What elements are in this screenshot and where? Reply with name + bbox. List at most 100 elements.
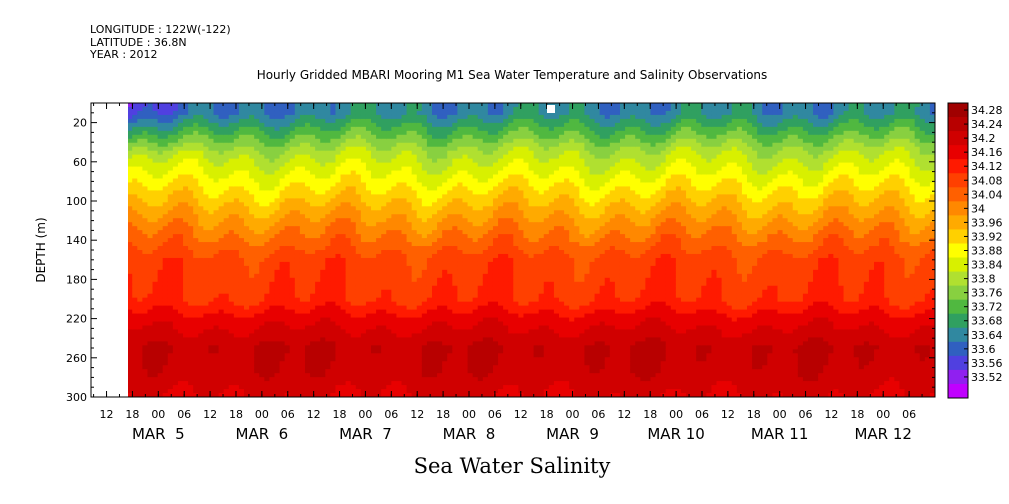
heatmap-cell [330,147,336,152]
heatmap-cell [402,194,408,199]
heatmap-cell [310,302,316,307]
heatmap-cell [234,214,240,219]
heatmap-cell [173,270,179,275]
heatmap-cell [203,163,209,168]
heatmap-cell [244,381,250,386]
heatmap-cell [396,337,402,342]
heatmap-cell [219,135,225,140]
heatmap-cell [173,238,179,243]
heatmap-cell [244,111,250,116]
heatmap-cell [132,258,138,263]
heatmap-cell [330,163,336,168]
heatmap-cell [254,357,260,362]
heatmap-cell [153,250,159,255]
heatmap-cell [305,238,311,243]
heatmap-cell [163,175,169,180]
heatmap-cell [158,182,164,187]
heatmap-cell [239,294,245,299]
heatmap-cell [376,214,382,219]
heatmap-cell [285,325,291,330]
heatmap-cell [163,214,169,219]
heatmap-cell [295,290,301,295]
heatmap-cell [335,238,341,243]
heatmap-cell [427,163,433,168]
heatmap-cell [371,171,377,176]
heatmap-cell [320,294,326,299]
heatmap-cell [280,115,286,120]
heatmap-cell [320,178,326,183]
heatmap-cell [285,206,291,211]
heatmap-cell [457,337,463,342]
heatmap-cell [203,202,209,207]
heatmap-cell [381,206,387,211]
heatmap-cell [173,357,179,362]
heatmap-cell [188,218,194,223]
heatmap-cell [163,127,169,132]
heatmap-cell [254,107,260,112]
heatmap-cell [173,226,179,231]
heatmap-cell [437,127,443,132]
heatmap-cell [320,147,326,152]
heatmap-cell [457,242,463,247]
heatmap-cell [132,262,138,267]
heatmap-cell [315,103,321,108]
heatmap-cell [346,147,352,152]
heatmap-cell [127,115,133,120]
heatmap-cell [153,131,159,136]
heatmap-cell [300,365,306,370]
heatmap-cell [346,302,352,307]
heatmap-cell [407,198,413,203]
heatmap-cell [224,314,230,319]
heatmap-cell [249,222,255,227]
heatmap-cell [163,389,169,394]
heatmap-cell [412,234,418,239]
heatmap-cell [437,234,443,239]
heatmap-cell [234,365,240,370]
heatmap-cell [351,361,357,366]
heatmap-cell [386,250,392,255]
heatmap-cell [396,119,402,124]
heatmap-cell [396,131,402,136]
heatmap-cell [274,222,280,227]
heatmap-cell [300,377,306,382]
heatmap-cell [142,254,148,259]
heatmap-cell [407,210,413,215]
heatmap-cell [234,190,240,195]
heatmap-cell [183,286,189,291]
heatmap-cell [127,369,133,374]
heatmap-cell [361,234,367,239]
heatmap-cell [274,266,280,271]
heatmap-cell [173,302,179,307]
heatmap-cell [280,318,286,323]
heatmap-cell [351,385,357,390]
heatmap-cell [447,198,453,203]
heatmap-cell [427,310,433,315]
heatmap-cell [254,234,260,239]
heatmap-cell [300,389,306,394]
heatmap-cell [198,318,204,323]
heatmap-cell [173,163,179,168]
heatmap-cell [142,274,148,279]
heatmap-cell [300,171,306,176]
heatmap-cell [452,147,458,152]
heatmap-cell [254,266,260,271]
heatmap-cell [203,357,209,362]
heatmap-cell [132,302,138,307]
heatmap-cell [280,234,286,239]
heatmap-cell [234,119,240,124]
heatmap-cell [203,182,209,187]
heatmap-cell [285,210,291,215]
heatmap-cell [320,214,326,219]
heatmap-cell [254,345,260,350]
heatmap-cell [356,361,362,366]
heatmap-cell [178,266,184,271]
heatmap-cell [376,365,382,370]
heatmap-cell [178,310,184,315]
heatmap-cell [356,111,362,116]
heatmap-cell [280,286,286,291]
heatmap-cell [274,151,280,156]
heatmap-cell [437,310,443,315]
heatmap-cell [239,206,245,211]
heatmap-cell [356,163,362,168]
heatmap-cell [183,373,189,378]
